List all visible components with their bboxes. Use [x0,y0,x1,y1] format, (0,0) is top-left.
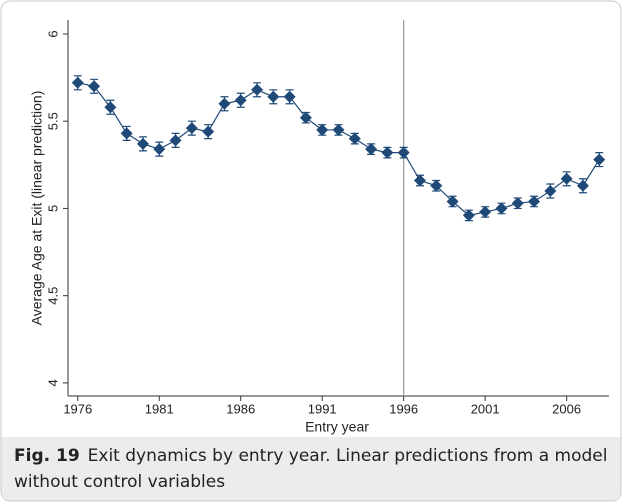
marker [251,83,264,96]
marker [413,174,426,187]
x-axis-label: Entry year [305,419,369,435]
x-tick-label: 1991 [308,401,337,416]
caption-bg [1,437,621,501]
marker [71,76,84,89]
x-tick-label: 2006 [552,401,581,416]
marker [316,123,329,136]
x-tick-label: 1986 [226,401,255,416]
marker [462,209,475,222]
marker [120,127,133,140]
marker [88,80,101,93]
marker [348,132,361,145]
marker [185,122,198,135]
marker [104,101,117,114]
marker [267,90,280,103]
y-axis-label: Average Age at Exit (linear prediction) [29,91,45,326]
x-tick-label: 2001 [471,401,500,416]
y-tick-label: 5.5 [45,112,60,130]
marker [136,137,149,150]
marker [169,134,182,147]
caption-label: Fig. 19 [14,446,80,466]
marker [446,195,459,208]
marker [234,94,247,107]
marker [381,146,394,159]
y-tick-label: 5 [45,205,60,212]
y-tick-label: 6 [45,30,60,37]
caption-text: Exit dynamics by entry year. Linear pred… [14,446,608,492]
x-tick-label: 1996 [389,401,418,416]
marker [560,172,573,185]
x-tick-label: 1981 [145,401,174,416]
y-tick-label: 4 [45,379,60,386]
marker [332,123,345,136]
marker [593,153,606,166]
caption: Fig. 19 Exit dynamics by entry year. Line… [14,443,610,495]
marker [479,205,492,218]
marker [430,179,443,192]
marker [365,143,378,156]
marker [528,195,541,208]
marker [218,97,231,110]
marker [511,197,524,210]
marker [153,143,166,156]
marker [544,184,557,197]
marker [283,90,296,103]
marker [299,111,312,124]
marker [397,146,410,159]
marker [495,202,508,215]
x-tick-label: 1976 [63,401,92,416]
y-tick-label: 4.5 [45,287,60,305]
marker [576,179,589,192]
marker [202,125,215,138]
